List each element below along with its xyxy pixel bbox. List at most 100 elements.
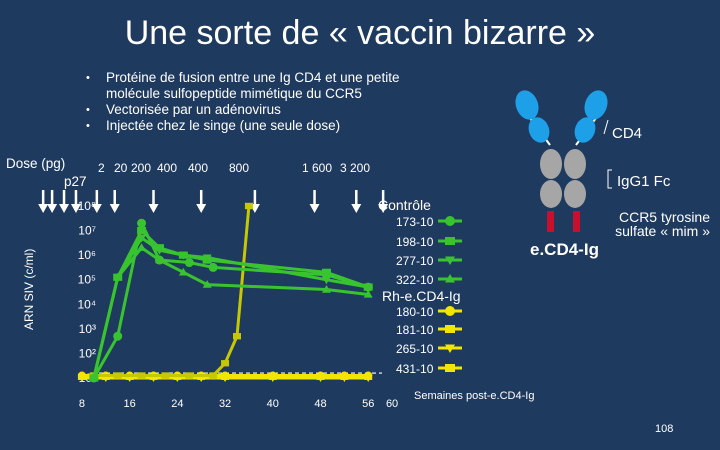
y-tick-label: 10⁸	[78, 199, 96, 213]
data-point	[137, 372, 146, 379]
data-point	[363, 289, 373, 298]
data-point	[321, 285, 331, 293]
x-tick-label: 56	[362, 398, 374, 410]
dose-arrow-head	[351, 204, 362, 213]
bullet-item: Vectorisée par un adénovirus	[86, 102, 446, 118]
data-point	[154, 244, 164, 252]
series-line	[92, 218, 369, 379]
cd4-domain	[528, 117, 550, 143]
data-point	[137, 226, 147, 235]
legend-item-label: 322-10	[396, 273, 434, 287]
fc-domain	[564, 180, 586, 208]
legend-item-label: 180-10	[396, 305, 434, 319]
data-point	[445, 364, 455, 372]
dose-value: 400	[157, 161, 178, 175]
slide-title: Une sorte de « vaccin bizarre »	[124, 14, 596, 52]
dose-arrow-head	[38, 204, 49, 213]
dose-arrow-head	[148, 204, 159, 213]
data-point	[445, 274, 455, 283]
legend-group-title: Contrôle	[378, 197, 431, 213]
x-tick-label: 60	[386, 398, 398, 410]
data-point	[340, 375, 349, 382]
legend-item-label: 173-10	[396, 215, 434, 229]
bullet-list: Protéine de fusion entre une Ig CD4 et u…	[86, 70, 446, 134]
cd4-callout	[603, 119, 609, 135]
data-point	[244, 202, 253, 210]
data-point	[208, 262, 218, 272]
data-point	[321, 270, 331, 280]
data-point	[89, 373, 99, 383]
igg-label: IgG1 Fc	[617, 173, 671, 190]
dose-value: 800	[229, 161, 250, 175]
page-number: 108	[655, 423, 674, 435]
ccr5-label: CCR5 tyrosine sulfate « mim »	[615, 209, 710, 239]
data-point	[445, 344, 455, 353]
dose-arrow-head	[47, 204, 58, 213]
chart-legend	[438, 216, 462, 372]
dose-arrow-head	[91, 204, 102, 213]
data-point	[178, 251, 188, 259]
dose-value: 3 200	[340, 161, 371, 175]
x-tick-label: 40	[267, 398, 279, 410]
dose-arrows	[38, 190, 389, 213]
data-point	[137, 243, 147, 251]
igg-bracket	[607, 169, 612, 189]
data-point	[209, 372, 218, 379]
data-point	[154, 255, 164, 265]
bullet-item: Injectée chez le singe (une seule dose)	[86, 118, 446, 134]
data-point	[113, 331, 123, 341]
data-point	[445, 237, 455, 245]
bullet-item: Protéine de fusion entre une Ig CD4 et u…	[86, 70, 446, 102]
data-point	[113, 273, 123, 281]
y-tick-label: 10⁴	[77, 297, 96, 311]
ccr5-peptide	[573, 211, 580, 232]
legend-item-label: 431-10	[396, 362, 434, 376]
y-tick-label: 10⁶	[78, 248, 96, 262]
fc-domain	[564, 149, 586, 179]
data-point	[77, 375, 86, 382]
dose-arrow-head	[70, 204, 81, 213]
data-point	[178, 267, 188, 276]
y-tick-label: 10³	[79, 322, 96, 336]
cd4-domain	[584, 90, 608, 120]
data-point	[221, 375, 230, 382]
legend-item-label: 265-10	[396, 342, 434, 356]
data-point	[184, 258, 194, 268]
legend-item-label: 181-10	[396, 323, 434, 337]
data-point	[161, 372, 170, 379]
y-tick-label: 10⁵	[78, 273, 96, 287]
x-tick-label: 32	[219, 398, 231, 410]
data-point	[137, 218, 147, 228]
data-point	[445, 325, 455, 333]
data-point	[113, 372, 122, 379]
x-tick-label: 48	[314, 398, 326, 410]
molecule-name: e.CD4-Ig	[530, 240, 599, 259]
series-line	[93, 205, 251, 378]
dose-value: 200	[131, 161, 152, 175]
dose-arrow-head	[109, 204, 120, 213]
data-point	[363, 282, 373, 292]
data-point	[445, 306, 455, 316]
fc-domain	[540, 149, 562, 179]
cd4-domain	[515, 90, 539, 120]
data-point	[233, 333, 241, 340]
dose-arrow-head	[378, 204, 389, 213]
fc-domain	[540, 180, 562, 208]
chart-series	[77, 202, 373, 383]
legend-item-label: 277-10	[396, 254, 434, 268]
data-point	[364, 375, 373, 382]
dose-sublabel: p27	[64, 174, 87, 189]
cd4-label: CD4	[612, 125, 643, 142]
dose-value: 400	[188, 161, 209, 175]
y-tick-label: 10²	[79, 346, 96, 360]
molecule-diagram	[515, 90, 612, 232]
dose-value: 1 600	[302, 161, 333, 175]
data-point	[268, 375, 277, 382]
data-point	[316, 375, 325, 382]
ccr5-peptide	[547, 211, 554, 232]
dose-value: 20	[114, 161, 128, 175]
dose-value: 2	[98, 161, 105, 175]
dose-arrow-head	[196, 204, 207, 213]
data-point	[445, 216, 455, 226]
